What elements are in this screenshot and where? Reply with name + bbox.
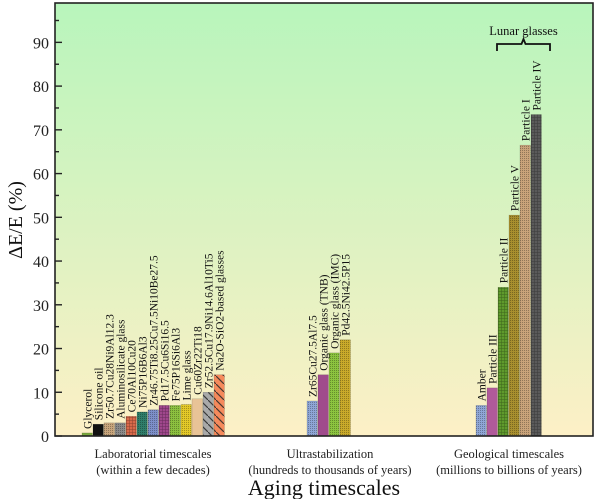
y-axis-ticks: 0 10 20 30 40 50 60 70 80 90 xyxy=(33,19,62,446)
bar-label: Fe75P16Si6Al3 xyxy=(171,328,183,402)
y-tick-label: 10 xyxy=(33,385,49,402)
bar-label: Aluminosilicate glass xyxy=(116,319,128,419)
bar-zr50-7cu28ni9al12-3 xyxy=(103,422,115,437)
bar-label: Lime glass xyxy=(182,350,194,401)
bar-particle-iv xyxy=(530,114,542,437)
category-sublabel-geological: (millions to billions of years) xyxy=(436,463,582,477)
bar-label: Particle II xyxy=(499,237,511,283)
y-tick-label: 60 xyxy=(33,167,49,184)
bar-pattern xyxy=(148,409,159,436)
lunar-glasses-annotation: Lunar glasses xyxy=(489,24,558,51)
bar-label: Silicone oil xyxy=(94,367,106,420)
bar-pattern xyxy=(181,404,192,436)
y-tick-label: 80 xyxy=(33,79,49,96)
bar-fill xyxy=(92,423,104,437)
bar-ce70al10cu20 xyxy=(125,416,137,437)
bar-particle-i xyxy=(519,144,531,437)
y-axis-title: ΔE/E (%) xyxy=(5,181,27,259)
bar-label: Particle III xyxy=(488,334,500,384)
y-tick-label: 50 xyxy=(33,210,49,227)
bar-label: Pd17.5Cu6Si16.5 xyxy=(160,320,172,401)
bar-fill xyxy=(317,374,329,437)
y-tick-label: 70 xyxy=(33,123,49,140)
y-tick-label: 0 xyxy=(41,429,49,446)
bar-pattern xyxy=(476,405,487,436)
bar-pattern xyxy=(509,215,520,436)
bar-particle-v xyxy=(508,214,520,437)
lunar-glasses-brace xyxy=(496,36,551,51)
bar-na2o-sio2-based-glasses xyxy=(213,374,225,437)
plot-frame xyxy=(54,2,594,437)
bar-pattern xyxy=(329,352,340,436)
bar-fe75p16si6al3 xyxy=(169,405,181,437)
bar-label: Particle V xyxy=(510,164,522,211)
y-tick-label: 30 xyxy=(33,298,49,315)
bar-pattern xyxy=(203,392,214,436)
bar-pattern xyxy=(307,401,318,436)
bar-aluminosilicate-glass xyxy=(114,422,126,437)
bar-label: Organic glass (TNB) xyxy=(319,274,331,370)
bar-zr52-5cu17-9ni14-6al10ti5 xyxy=(202,392,214,437)
bar-pattern xyxy=(104,422,115,436)
bar-zr46-75ti8-25cu7-5ni10be27-5 xyxy=(147,409,159,437)
bar-pattern xyxy=(498,287,509,436)
bar-organic-glass-imc xyxy=(328,352,340,437)
bar-label: Na2O-SiO2-based glasses xyxy=(215,250,227,371)
bar-label: Zr52.5Cu17.9Ni14.6Al10Ti5 xyxy=(204,253,216,388)
bar-fill xyxy=(486,387,498,437)
lunar-glasses-label: Lunar glasses xyxy=(489,24,558,38)
bar-pattern xyxy=(159,405,170,436)
bar-pattern xyxy=(520,145,531,436)
bar-pattern xyxy=(126,416,137,436)
bar-pattern xyxy=(214,374,225,436)
bar-label: Pd42.5Ni42.5P15 xyxy=(341,254,353,336)
bar-label: Particle IV xyxy=(532,60,544,111)
bar-pattern xyxy=(531,114,542,436)
bar-label: Organic glass (IMC) xyxy=(330,254,342,349)
bar-label: Zr65Cu27.5Al7.5 xyxy=(308,315,320,397)
bar-label: Amber xyxy=(477,369,489,401)
bar-silicone-oil xyxy=(92,423,104,437)
category-label-laboratorial: Laboratorial timescales xyxy=(95,447,212,461)
bar-pattern xyxy=(340,339,351,436)
x-axis-title: Aging timescales xyxy=(248,475,400,499)
bar-label: Glycerol xyxy=(83,389,95,429)
bar-label: Cu60Zr22Ti18 xyxy=(193,326,205,395)
bar-amber xyxy=(475,405,487,437)
bar-pd42-5ni42-5p15 xyxy=(339,339,351,437)
bar-particle-ii xyxy=(497,287,509,437)
y-tick-label: 20 xyxy=(33,342,49,359)
bars-layer xyxy=(81,114,542,437)
bar-label: Particle I xyxy=(521,99,533,141)
bar-pattern xyxy=(115,422,126,436)
category-label-geological: Geological timescales xyxy=(454,447,564,461)
category-labels: Laboratorial timescales (within a few de… xyxy=(95,447,582,477)
bar-label: Ce70Al10Cu20 xyxy=(127,340,139,412)
bar-labels-layer: Glycerol Silicone oil Zr50.7Cu28Ni9Al12.3 A… xyxy=(83,60,544,429)
bar-label: Zr46.75Ti8.25Cu7.5Ni10Be27.5 xyxy=(149,255,161,406)
bar-ni75p16b6al3 xyxy=(136,411,148,437)
bar-organic-glass-tnb xyxy=(317,374,329,437)
bar-pd17-5cu6si16-5 xyxy=(158,405,170,437)
category-sublabel-ultrastabilization: (hundreds to thousands of years) xyxy=(248,463,411,477)
bar-pattern xyxy=(137,411,148,436)
category-label-ultrastabilization: Ultrastabilization xyxy=(287,447,375,461)
bar-fill xyxy=(191,398,203,437)
bar-label: Zr50.7Cu28Ni9Al12.3 xyxy=(105,314,117,419)
bar-pattern xyxy=(170,405,181,436)
bar-label: Ni75P16B6Al3 xyxy=(138,336,150,408)
bar-cu60zr22ti18 xyxy=(191,398,203,437)
category-sublabel-laboratorial: (within a few decades) xyxy=(96,463,210,477)
y-tick-label: 90 xyxy=(33,35,49,52)
bar-lime-glass xyxy=(180,404,192,437)
bar-particle-iii xyxy=(486,387,498,437)
y-tick-label: 40 xyxy=(33,254,49,271)
bar-zr65cu27-5al7-5 xyxy=(306,400,318,437)
